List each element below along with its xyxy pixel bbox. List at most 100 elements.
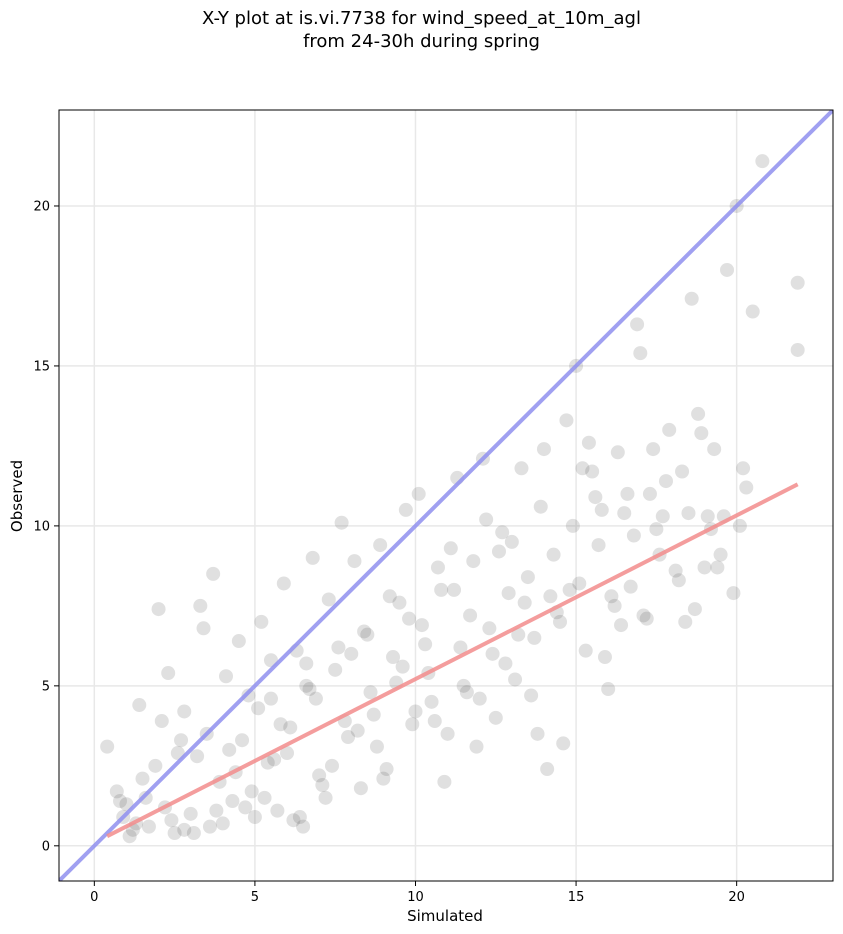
scatter-point xyxy=(437,774,452,789)
scatter-point xyxy=(642,486,657,501)
scatter-point xyxy=(321,592,336,607)
scatter-point xyxy=(543,589,558,604)
scatter-point xyxy=(726,586,741,601)
scatter-point xyxy=(267,752,282,767)
scatter-point xyxy=(732,518,747,533)
x-axis-label: Simulated xyxy=(407,907,483,925)
scatter-point xyxy=(675,464,690,479)
scatter-point xyxy=(700,509,715,524)
scatter-point xyxy=(655,509,670,524)
fit-line xyxy=(106,482,799,838)
scatter-point xyxy=(617,506,632,521)
scatter-point xyxy=(488,710,503,725)
scatter-point xyxy=(273,717,288,732)
scatter-point xyxy=(238,800,253,815)
grid xyxy=(59,110,833,881)
scatter-point xyxy=(382,589,397,604)
scatter-point xyxy=(514,461,529,476)
scatter-point xyxy=(215,816,230,831)
scatter-point xyxy=(257,790,272,805)
scatter-point xyxy=(292,810,307,825)
scatter-point xyxy=(341,730,356,745)
scatter-point xyxy=(614,618,629,633)
scatter-point xyxy=(122,829,137,844)
scatter-point xyxy=(392,595,407,610)
scatter-point xyxy=(299,678,314,693)
scatter-point xyxy=(485,646,500,661)
scatter-point xyxy=(469,739,484,754)
scatter-point xyxy=(424,694,439,709)
scatter-point xyxy=(671,573,686,588)
plot-frame xyxy=(58,109,834,882)
scatter-point xyxy=(379,762,394,777)
scatter-point xyxy=(190,749,205,764)
scatter-point xyxy=(790,342,805,357)
scatter-point xyxy=(495,525,510,540)
scatter-point xyxy=(280,746,295,761)
scatter-point xyxy=(193,598,208,613)
scatter-point xyxy=(241,688,256,703)
x-tick-label: 15 xyxy=(568,890,585,905)
scatter-point xyxy=(219,669,234,684)
scatter-point xyxy=(504,534,519,549)
scatter-point xyxy=(395,659,410,674)
scatter-point xyxy=(501,586,516,601)
y-tick-label: 20 xyxy=(33,199,50,214)
x-tick-label: 5 xyxy=(251,890,259,905)
y-tick-label: 10 xyxy=(33,519,50,534)
scatter-point xyxy=(630,317,645,332)
scatter-point xyxy=(270,803,285,818)
scatter-point xyxy=(536,442,551,457)
x-tick-label: 20 xyxy=(728,890,745,905)
scatter-point xyxy=(376,771,391,786)
scatter-point xyxy=(308,691,323,706)
scatter-point xyxy=(324,758,339,773)
scatter-point xyxy=(745,304,760,319)
x-tick-label: 0 xyxy=(90,890,98,905)
scatter-point xyxy=(363,685,378,700)
y-tick-label: 5 xyxy=(42,679,50,694)
scatter-point xyxy=(463,608,478,623)
scatter-point xyxy=(736,461,751,476)
scatter-point xyxy=(135,771,150,786)
scatter-point xyxy=(347,554,362,569)
scatter-point xyxy=(626,528,641,543)
scatter-point xyxy=(151,602,166,617)
scatter-point xyxy=(578,643,593,658)
scatter-point xyxy=(684,291,699,306)
scatter-point xyxy=(720,262,735,277)
scatter-point xyxy=(202,819,217,834)
scatter-point xyxy=(604,589,619,604)
scatter-point xyxy=(713,547,728,562)
scatter-point xyxy=(517,595,532,610)
scatter-point xyxy=(472,691,487,706)
scatter-point xyxy=(491,544,506,559)
scatter-point xyxy=(456,678,471,693)
scatter-point xyxy=(209,803,224,818)
scatter-point xyxy=(334,515,349,530)
y-axis-label: Observed xyxy=(8,460,26,532)
scatter-point xyxy=(360,627,375,642)
scatter-point xyxy=(177,704,192,719)
scatter-point xyxy=(206,566,221,581)
scatter-point xyxy=(668,563,683,578)
scatter-point xyxy=(196,621,211,636)
scatter-point xyxy=(540,762,555,777)
scatter-point xyxy=(138,790,153,805)
scatter-point xyxy=(231,634,246,649)
scatter-point xyxy=(154,714,169,729)
scatter-point xyxy=(369,739,384,754)
scatter-point xyxy=(132,698,147,713)
scatter-point xyxy=(331,640,346,655)
scatter-point xyxy=(572,576,587,591)
scatter-point xyxy=(707,442,722,457)
scatter-point xyxy=(296,819,311,834)
scatter-point xyxy=(141,819,156,834)
scatter-point xyxy=(408,704,423,719)
scatter-point xyxy=(697,560,712,575)
x-tick-label: 10 xyxy=(407,890,424,905)
scatter-point xyxy=(222,742,237,757)
scatter-point xyxy=(312,768,327,783)
chart-title-line2: from 24-30h during spring xyxy=(303,31,540,52)
